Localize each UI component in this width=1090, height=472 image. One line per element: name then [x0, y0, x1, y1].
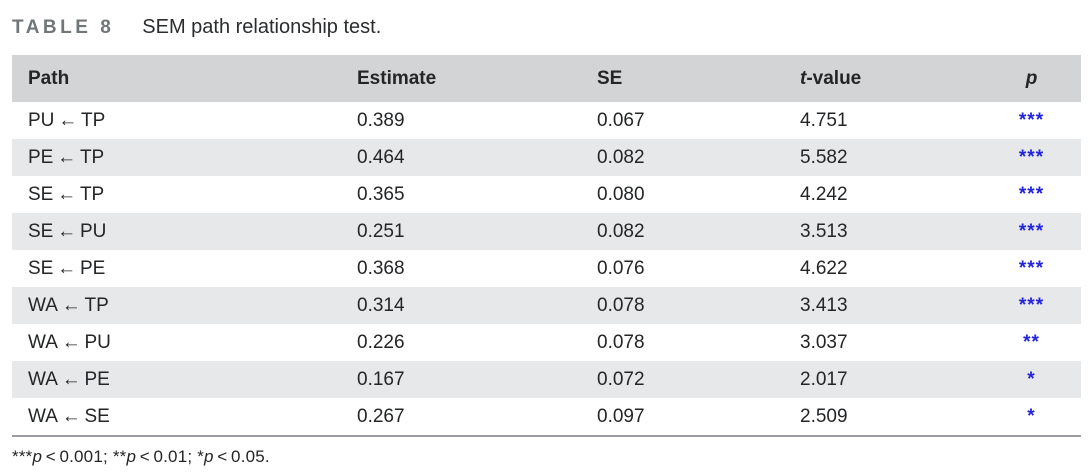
table-row: PU ← TP 0.389 0.067 4.751 *** — [12, 102, 1081, 139]
estimate-cell: 0.314 — [357, 287, 597, 324]
tvalue-cell: 2.017 — [800, 361, 988, 398]
se-cell: 0.076 — [597, 250, 800, 287]
col-header-estimate: Estimate — [357, 55, 597, 102]
table-row: PE ← TP 0.464 0.082 5.582 *** — [12, 139, 1081, 176]
se-cell: 0.082 — [597, 139, 800, 176]
significance-cell: *** — [988, 287, 1081, 324]
significance-cell: * — [988, 398, 1081, 435]
estimate-cell: 0.267 — [357, 398, 597, 435]
tvalue-cell: 3.413 — [800, 287, 988, 324]
se-cell: 0.078 — [597, 287, 800, 324]
significance-cell: *** — [988, 213, 1081, 250]
tvalue-cell: 5.582 — [800, 139, 988, 176]
footnote-p: p — [204, 447, 214, 466]
path-cell: SE ← PE — [12, 250, 357, 287]
tvalue-cell: 4.751 — [800, 102, 988, 139]
se-cell: 0.097 — [597, 398, 800, 435]
path-cell: PU ← TP — [12, 102, 357, 139]
p-italic: p — [1025, 67, 1038, 89]
path-cell: WA ← SE — [12, 398, 357, 435]
path-cell: SE ← TP — [12, 176, 357, 213]
sem-path-table: Path Estimate SE t-value p PU ← TP 0.389 0… — [12, 55, 1081, 435]
path-cell: SE ← PU — [12, 213, 357, 250]
estimate-cell: 0.365 — [357, 176, 597, 213]
significance-cell: *** — [988, 102, 1081, 139]
col-header-se: SE — [597, 55, 800, 102]
table-row: SE ← TP 0.365 0.080 4.242 *** — [12, 176, 1081, 213]
path-cell: WA ← PU — [12, 324, 357, 361]
path-cell: WA ← PE — [12, 361, 357, 398]
tvalue-cell: 3.037 — [800, 324, 988, 361]
significance-cell: ** — [988, 324, 1081, 361]
estimate-cell: 0.389 — [357, 102, 597, 139]
se-cell: 0.078 — [597, 324, 800, 361]
significance-footnote: ***p < 0.001; **p < 0.01; *p < 0.05. — [12, 447, 1081, 467]
table-row: SE ← PU 0.251 0.082 3.513 *** — [12, 213, 1081, 250]
tvalue-cell: 3.513 — [800, 213, 988, 250]
se-cell: 0.080 — [597, 176, 800, 213]
table-bottom-rule — [12, 435, 1081, 437]
estimate-cell: 0.251 — [357, 213, 597, 250]
col-header-path: Path — [12, 55, 357, 102]
table-row: SE ← PE 0.368 0.076 4.622 *** — [12, 250, 1081, 287]
se-cell: 0.072 — [597, 361, 800, 398]
table-row: WA ← SE 0.267 0.097 2.509 * — [12, 398, 1081, 435]
path-cell: WA ← TP — [12, 287, 357, 324]
tvalue-cell: 4.242 — [800, 176, 988, 213]
table-number: TABLE 8 — [12, 17, 115, 38]
col-header-tvalue: t-value — [800, 55, 988, 102]
footnote-text: < 0.05. — [213, 447, 270, 466]
tvalue-rest: -value — [806, 67, 862, 89]
table-body: PU ← TP 0.389 0.067 4.751 *** PE ← TP 0.464 0.0… — [12, 102, 1081, 435]
col-header-p: p — [988, 55, 1081, 102]
estimate-cell: 0.226 — [357, 324, 597, 361]
header-row: Path Estimate SE t-value p — [12, 55, 1081, 102]
se-cell: 0.067 — [597, 102, 800, 139]
footnote-text: * — [197, 447, 205, 466]
significance-cell: *** — [988, 176, 1081, 213]
estimate-cell: 0.368 — [357, 250, 597, 287]
path-cell: PE ← TP — [12, 139, 357, 176]
footnote-p: p — [126, 447, 137, 466]
table-row: WA ← TP 0.314 0.078 3.413 *** — [12, 287, 1081, 324]
table-row: WA ← PE 0.167 0.072 2.017 * — [12, 361, 1081, 398]
tvalue-italic-t: t — [800, 67, 807, 89]
significance-cell: *** — [988, 250, 1081, 287]
table-caption-line: TABLE 8 SEM path relationship test. — [12, 16, 1081, 39]
footnote-text: ** — [112, 447, 127, 466]
table-header: Path Estimate SE t-value p — [12, 55, 1081, 102]
significance-cell: * — [988, 361, 1081, 398]
footnote-text: *** — [12, 447, 33, 466]
footnote-p: p — [32, 447, 43, 466]
estimate-cell: 0.464 — [357, 139, 597, 176]
significance-cell: *** — [988, 139, 1081, 176]
tvalue-cell: 4.622 — [800, 250, 988, 287]
estimate-cell: 0.167 — [357, 361, 597, 398]
table-row: WA ← PU 0.226 0.078 3.037 ** — [12, 324, 1081, 361]
table-caption: SEM path relationship test. — [142, 16, 382, 38]
footnote-text: < 0.01; — [136, 447, 198, 466]
tvalue-cell: 2.509 — [800, 398, 988, 435]
se-cell: 0.082 — [597, 213, 800, 250]
footnote-text: < 0.001; — [42, 447, 113, 466]
